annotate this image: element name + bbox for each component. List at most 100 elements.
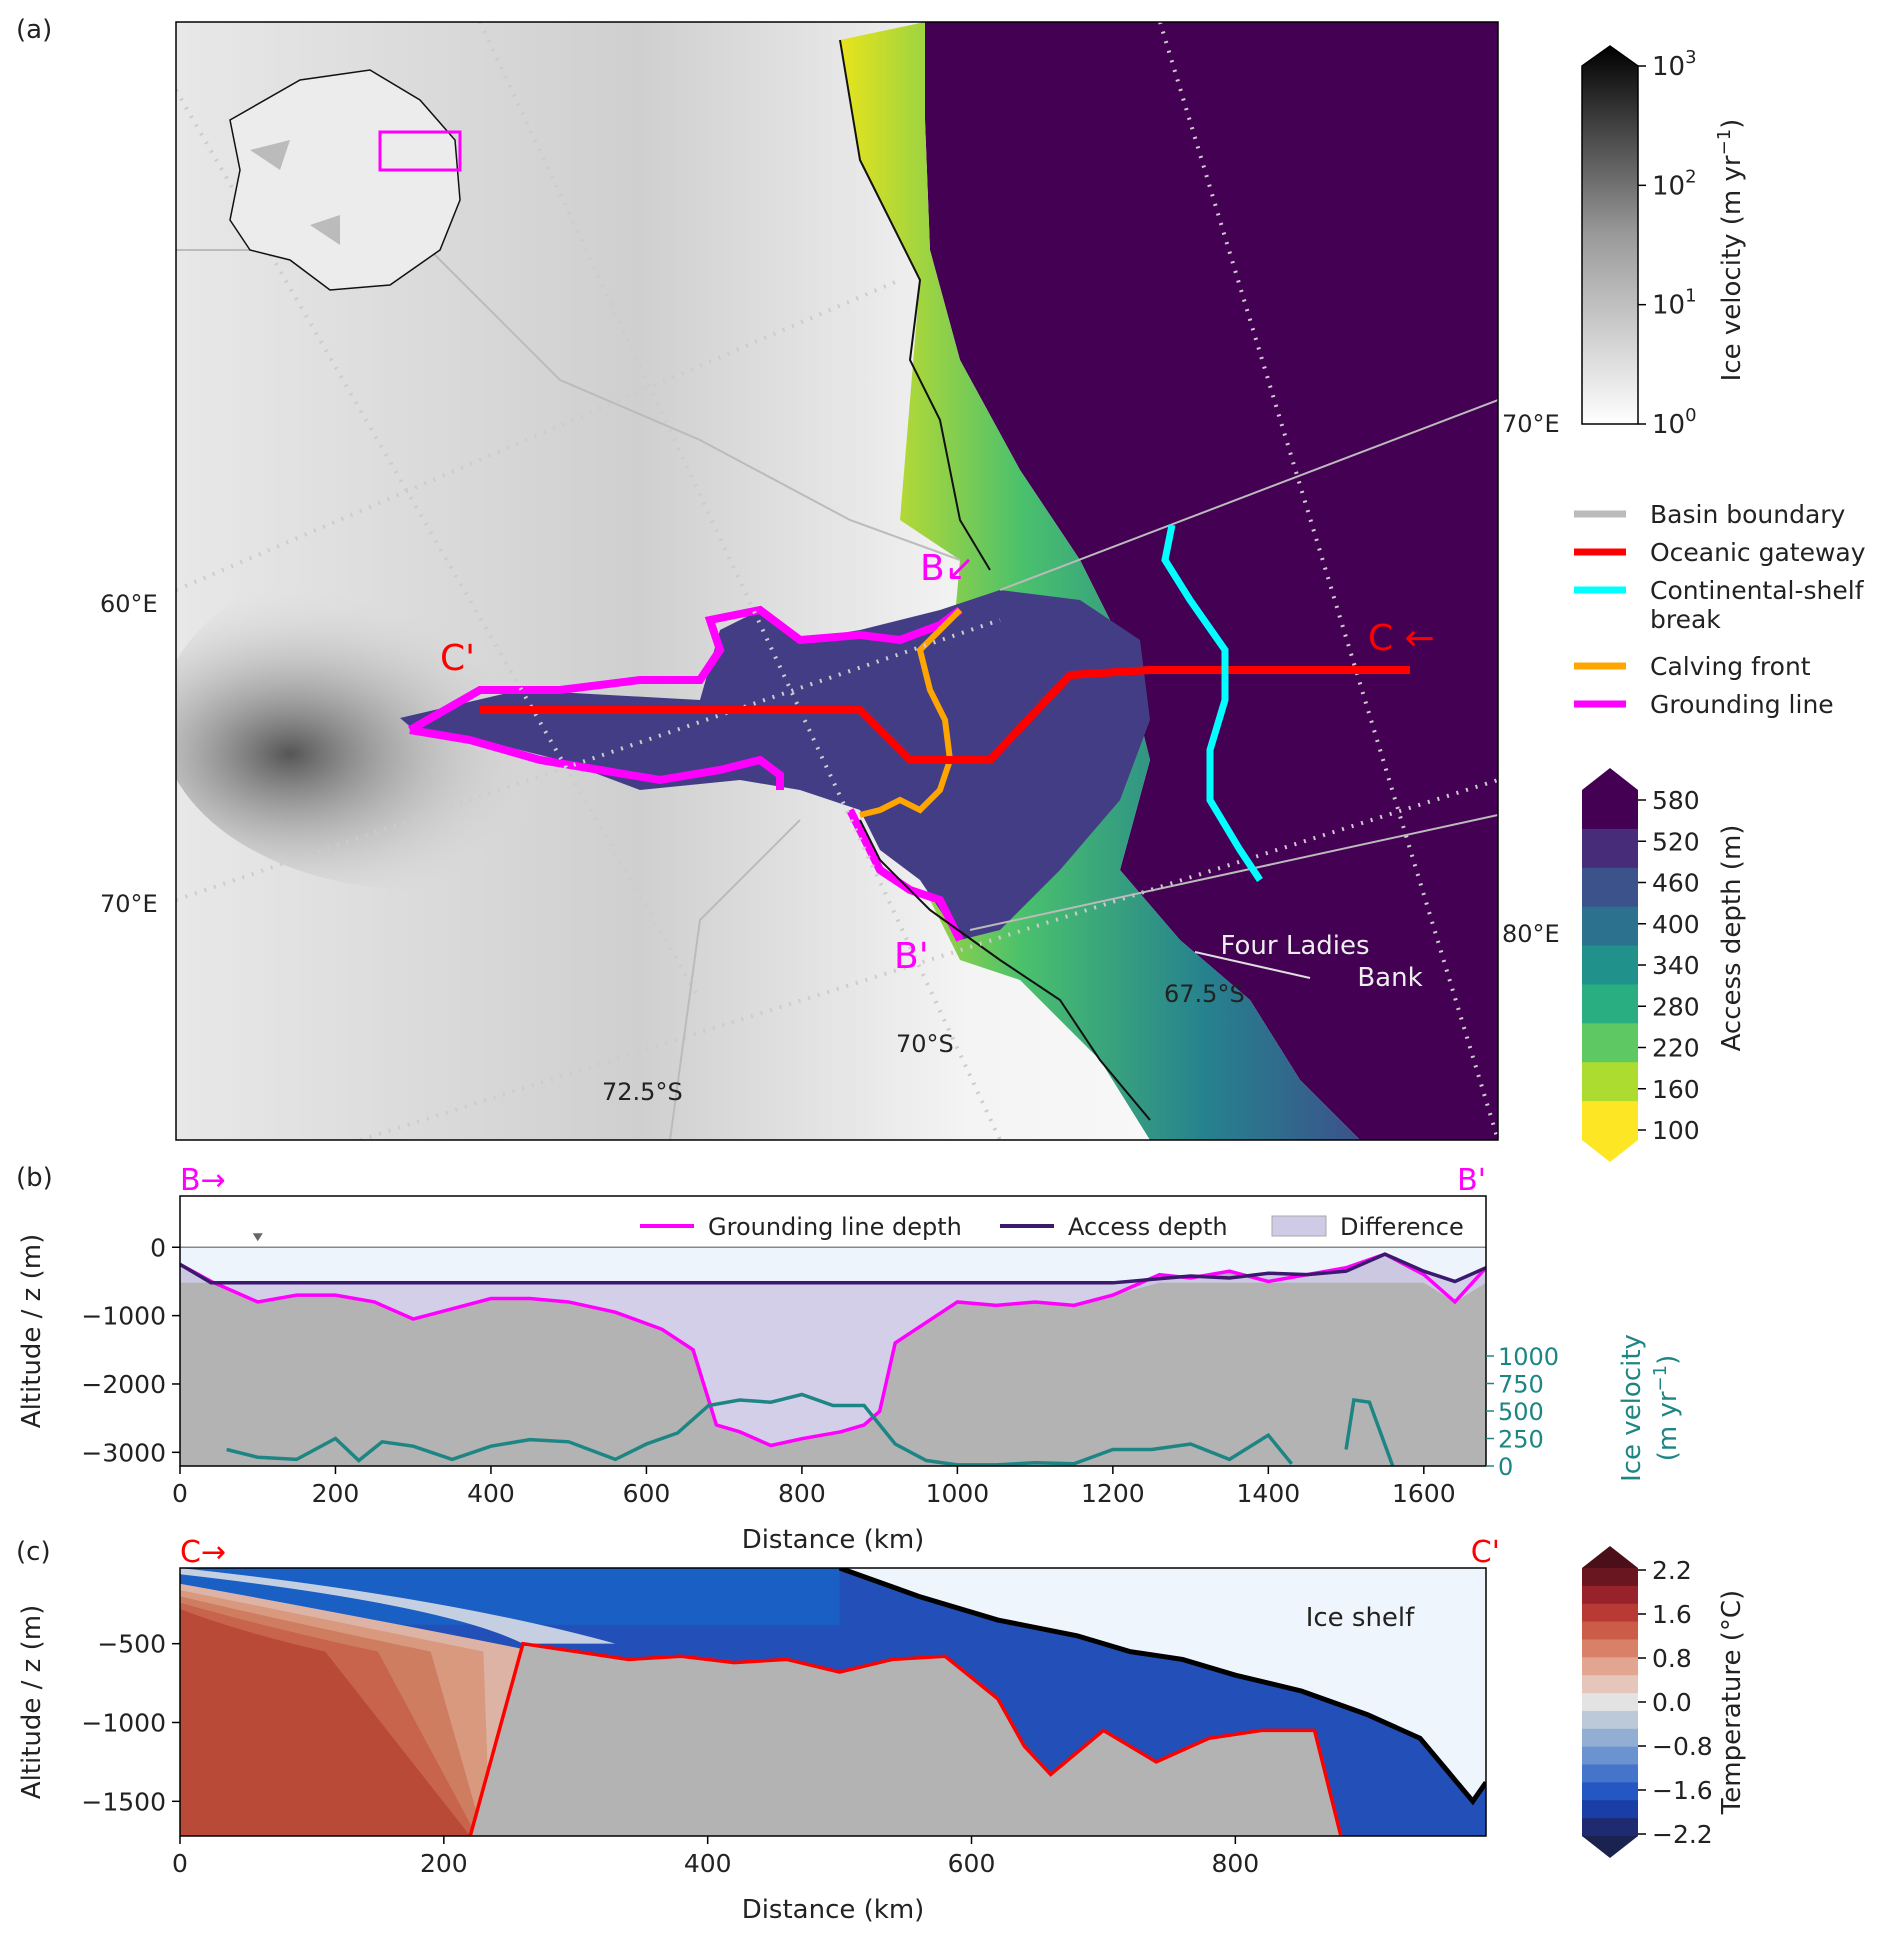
c-ytick-label: −500 xyxy=(97,1630,166,1659)
b-sea-level-marker xyxy=(252,1233,263,1242)
b-xtick-label: 1400 xyxy=(1237,1479,1301,1508)
velocity-tick-label: 103 xyxy=(1652,47,1697,82)
temperature-colorbar-label: Temperature (°C) xyxy=(1717,1590,1747,1815)
legend-label: Calving front xyxy=(1650,652,1811,681)
temp-swatch xyxy=(1582,1585,1638,1605)
b-legend-label: Access depth xyxy=(1068,1213,1228,1241)
temp-swatch xyxy=(1582,1639,1638,1658)
temp-tick-label: 1.6 xyxy=(1652,1600,1692,1629)
c-ice-shelf-label: Ice shelf xyxy=(1306,1603,1415,1633)
inset-region-box xyxy=(378,130,462,172)
access-swatch xyxy=(1582,1101,1638,1141)
c-warm-layer xyxy=(180,1608,471,1836)
lon-label-70e-east: 70°E xyxy=(1502,410,1560,438)
calving-front xyxy=(859,607,963,818)
label-c-right: C' xyxy=(1471,1535,1500,1570)
profile-chart-b: 0 200 400 600 800 1000 1200 1400 1600 0 −1000 −2000… xyxy=(81,1195,1559,1508)
velocity-colorbar: 103 102 101 100 Ice velocity (m yr−1) xyxy=(1581,45,1747,440)
panel-label-b: (b) xyxy=(16,1163,53,1193)
access-tick-label: 520 xyxy=(1652,827,1700,856)
label-b-left: B→ xyxy=(180,1163,226,1198)
access-depth-colorbar-label: Access depth (m) xyxy=(1717,825,1747,1052)
b-xtick-label: 400 xyxy=(467,1479,515,1508)
access-tick-label: 220 xyxy=(1652,1034,1700,1063)
b-xtick-label: 1000 xyxy=(926,1479,990,1508)
map-frame xyxy=(175,21,1499,1141)
access-swatch xyxy=(1582,867,1638,908)
grounding-line xyxy=(408,605,964,942)
oceanic-gateway xyxy=(480,666,1410,764)
temperature-ticks: 2.2 1.6 0.8 0.0 −0.8 −1.6 −2.2 xyxy=(1638,1556,1713,1849)
c-ytick-label: −1000 xyxy=(81,1708,166,1737)
c-xtick-label: 400 xyxy=(684,1849,732,1878)
temp-swatch xyxy=(1582,1603,1638,1623)
b-xtick-label: 800 xyxy=(778,1479,826,1508)
legend-label-cont: break xyxy=(1650,605,1721,634)
bank-label-line1: Four Ladies xyxy=(1220,931,1369,961)
b-legend: Grounding line depth Access depth Differen… xyxy=(640,1213,1464,1241)
label-b-end: B' xyxy=(894,936,929,977)
label-c-end: C' xyxy=(440,638,475,679)
temp-swatch xyxy=(1582,1818,1638,1837)
b-y2tick-label: 0 xyxy=(1498,1453,1513,1481)
b-ytick-label: −3000 xyxy=(81,1438,166,1467)
temperature-colorbar: 2.2 1.6 0.8 0.0 −0.8 −1.6 −2.2 Temperature (°C… xyxy=(1582,1546,1747,1858)
temp-swatch xyxy=(1582,1764,1638,1783)
b-frame xyxy=(179,1195,1487,1467)
ocean-area xyxy=(925,22,1498,1140)
b-xtick-label: 1200 xyxy=(1081,1479,1145,1508)
b-legend-label: Grounding line depth xyxy=(708,1213,962,1241)
legend-label: Basin boundary xyxy=(1650,500,1846,529)
velocity-colorbar-label: Ice velocity (m yr−1) xyxy=(1714,119,1747,382)
c-ytick-label: −1500 xyxy=(81,1787,166,1816)
b-legend-swatch xyxy=(1271,1215,1327,1237)
temp-tick-label: −1.6 xyxy=(1652,1776,1713,1805)
b-xtick-label: 0 xyxy=(172,1479,188,1508)
map-panel xyxy=(176,22,1498,1140)
temp-extend-bottom xyxy=(1582,1836,1638,1858)
access-extend-top xyxy=(1582,768,1638,790)
temp-swatch xyxy=(1582,1568,1638,1587)
lon-label-80e: 80°E xyxy=(1502,920,1560,948)
lat-label-70s: 70°S xyxy=(896,1030,954,1058)
b-ytick-label: −2000 xyxy=(81,1370,166,1399)
temp-tick-label: 2.2 xyxy=(1652,1556,1692,1585)
legend-label: Grounding line xyxy=(1650,690,1834,719)
b-legend-label: Difference xyxy=(1340,1213,1464,1241)
access-depth-colorbar: 580 520 460 400 340 280 220 160 100 Access depth… xyxy=(1582,768,1747,1162)
access-swatch xyxy=(1582,945,1638,985)
label-b-start: B↙ xyxy=(920,548,975,589)
c-surface-layer xyxy=(180,1568,840,1625)
temp-swatch xyxy=(1582,1746,1638,1766)
velocity-tick-label: 101 xyxy=(1652,286,1697,321)
access-swatch xyxy=(1582,1023,1638,1063)
access-tick-label: 160 xyxy=(1652,1075,1700,1104)
c-ice-shelf-base xyxy=(838,1568,1486,1806)
velocity-ticks: 103 102 101 100 xyxy=(1638,47,1697,440)
coastline xyxy=(839,39,1151,1121)
access-swatch xyxy=(1582,1062,1638,1102)
access-swatch xyxy=(1582,984,1638,1024)
access-swatch xyxy=(1582,906,1638,947)
b-xtick-label: 200 xyxy=(312,1479,360,1508)
access-tick-label: 340 xyxy=(1652,951,1700,980)
temperature-section-c: Ice shelf 0 200 400 600 800 −500 −1000 −1500 xyxy=(81,1567,1487,1878)
label-c-start: C ← xyxy=(1368,618,1435,659)
b-y2tick-label: 250 xyxy=(1498,1426,1544,1454)
temp-tick-label: 0.8 xyxy=(1652,1644,1692,1673)
c-xtick-label: 800 xyxy=(1211,1849,1259,1878)
b-ice-velocity xyxy=(226,1392,1294,1466)
access-tick-label: 460 xyxy=(1652,869,1700,898)
b-y2tick-label: 1000 xyxy=(1498,1343,1559,1371)
c-bathymetry-fill xyxy=(470,1643,1341,1836)
access-swatch xyxy=(1582,828,1638,869)
temp-extend-top xyxy=(1582,1546,1638,1568)
velocity-tick-label: 100 xyxy=(1652,405,1697,440)
c-ice-shelf-fill xyxy=(839,1568,1486,1802)
b-grounding-line-depth xyxy=(180,1252,1486,1448)
b-ytick-label: −1000 xyxy=(81,1302,166,1331)
panel-label-a: (a) xyxy=(16,15,52,45)
antarctica-inset xyxy=(229,69,462,291)
temp-tick-label: −2.2 xyxy=(1652,1820,1713,1849)
